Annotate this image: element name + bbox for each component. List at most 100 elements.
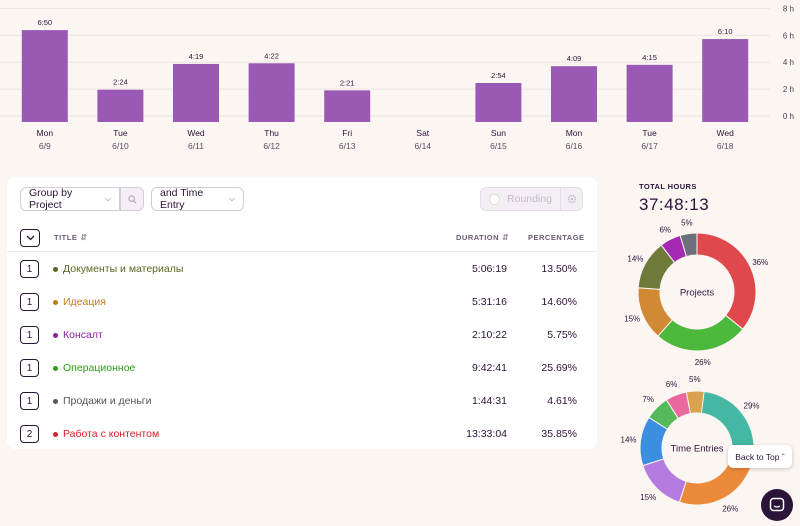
x-day-label: Wed [717, 128, 735, 138]
bar-value-label: 2:24 [113, 78, 128, 87]
table-row[interactable]: 1 Консалт 2:10:22 5.75% [7, 318, 597, 351]
chevron-down-icon: ⌵ [104, 194, 111, 203]
y-tick-label: 8 h [783, 4, 794, 13]
project-name: Консалт [53, 329, 103, 341]
group-by-label: Group by Project [29, 187, 73, 211]
table-row[interactable]: 1 Документы и материалы 5:06:19 13.50% [7, 252, 597, 285]
project-name: Продажи и деньги [53, 395, 151, 407]
x-day-label: Mon [566, 128, 583, 138]
slice-percent-label: 6% [659, 226, 671, 235]
entry-count-badge[interactable]: 1 [20, 392, 39, 410]
project-name: Работа с контентом [53, 428, 159, 440]
slice-percent-label: 7% [642, 395, 654, 404]
back-to-top-label: Back to Top [735, 451, 780, 462]
project-color-dot [53, 266, 58, 272]
donut-center-label: Projects [680, 288, 715, 299]
x-day-label: Mon [37, 128, 54, 138]
percentage-value: 13.50% [541, 263, 577, 275]
duration-value: 9:42:41 [471, 362, 507, 374]
slice-percent-label: 14% [627, 255, 643, 264]
bar-value-label: 2:21 [340, 78, 355, 87]
rounding-toggle[interactable]: Rounding [480, 187, 561, 211]
x-date-label: 6/9 [39, 141, 51, 151]
x-date-label: 6/18 [717, 141, 734, 151]
x-day-label: Sun [491, 128, 506, 138]
back-to-top-button[interactable]: Back to Top ˆ [728, 445, 792, 468]
bar[interactable] [702, 39, 749, 122]
project-name: Документы и материалы [53, 263, 183, 275]
x-date-label: 6/13 [339, 141, 356, 151]
slice-percent-label: 15% [640, 493, 656, 502]
group-by-project-dropdown[interactable]: Group by Project ⌵ [20, 187, 120, 211]
slice-percent-label: 5% [689, 375, 701, 384]
x-date-label: 6/12 [263, 141, 280, 151]
project-color-dot [53, 332, 58, 338]
bar[interactable] [475, 82, 522, 122]
x-date-label: 6/17 [641, 141, 658, 151]
bar-value-label: 6:10 [718, 27, 733, 36]
donut-slice[interactable] [679, 232, 698, 258]
slice-percent-label: 6% [666, 380, 678, 389]
sort-icon: ⇵ [502, 233, 510, 242]
search-button[interactable] [120, 187, 144, 211]
table-row[interactable]: 1 Идеация 5:31:16 14.60% [7, 285, 597, 318]
percentage-value: 4.61% [547, 395, 577, 407]
bar[interactable] [324, 90, 371, 122]
total-hours-value: 37:48:13 [639, 195, 710, 214]
bar[interactable] [626, 64, 673, 122]
entry-count-badge[interactable]: 1 [20, 359, 39, 377]
y-tick-label: 4 h [783, 58, 794, 67]
percentage-value: 25.69% [541, 362, 577, 374]
bar-value-label: 6:50 [37, 18, 52, 27]
chat-support-button[interactable] [761, 489, 793, 521]
bar[interactable] [248, 63, 295, 122]
slice-percent-label: 26% [695, 358, 711, 367]
duration-value: 13:33:04 [466, 428, 507, 440]
duration-value: 2:10:22 [471, 329, 507, 341]
x-day-label: Tue [113, 128, 128, 138]
donut-slice[interactable] [696, 232, 757, 330]
x-day-label: Wed [187, 128, 205, 138]
project-name-text: Продажи и деньги [63, 395, 152, 407]
slice-percent-label: 26% [722, 504, 738, 513]
time-entry-dropdown[interactable]: and Time Entry ⌵ [151, 187, 244, 211]
x-date-label: 6/16 [566, 141, 583, 151]
rounding-settings-button[interactable] [560, 187, 583, 211]
project-name-text: Идеация [63, 296, 106, 308]
entry-count-badge[interactable]: 2 [20, 425, 39, 443]
percentage-value: 35.85% [541, 428, 577, 440]
bar[interactable] [551, 66, 597, 122]
y-tick-label: 0 h [783, 112, 794, 121]
x-day-label: Tue [642, 128, 657, 138]
bar[interactable] [21, 30, 68, 123]
sort-icon: ⇵ [80, 233, 88, 242]
rounding-label: Rounding [507, 193, 552, 205]
donut-slice[interactable] [685, 390, 705, 415]
table-row[interactable]: 1 Операционное 9:42:41 25.69% [7, 351, 597, 384]
bar[interactable] [97, 89, 144, 122]
slice-percent-label: 5% [681, 219, 693, 228]
entry-count-badge[interactable]: 1 [20, 326, 39, 344]
y-tick-label: 2 h [783, 85, 794, 94]
bar[interactable] [173, 63, 219, 122]
project-color-dot [53, 299, 58, 305]
percentage-value: 14.60% [541, 296, 577, 308]
table-row[interactable]: 2 Работа с контентом 13:33:04 35.85% [7, 417, 597, 450]
table-row[interactable]: 1 Продажи и деньги 1:44:31 4.61% [7, 384, 597, 417]
entry-count-badge[interactable]: 1 [20, 260, 39, 278]
x-day-label: Thu [264, 128, 279, 138]
entry-count-badge[interactable]: 1 [20, 293, 39, 311]
bar-value-label: 2:54 [491, 71, 506, 80]
chevron-down-icon: ⌵ [228, 194, 235, 203]
duration-column-header[interactable]: DURATION ⇵ [456, 233, 510, 242]
project-name-text: Документы и материалы [63, 263, 184, 275]
duration-value: 5:06:19 [471, 263, 507, 275]
project-color-dot [53, 431, 58, 437]
expand-all-button[interactable] [20, 229, 40, 247]
percentage-column-header: PERCENTAGE [528, 233, 585, 242]
time-entries-donut-chart: 29% 26% 15% 14% 7% 6% 5% Time Entries [621, 375, 760, 513]
slice-percent-label: 36% [752, 258, 768, 267]
duration-value: 5:31:16 [471, 296, 507, 308]
title-column-header[interactable]: TITLE ⇵ [54, 233, 88, 242]
project-color-dot [53, 365, 58, 371]
